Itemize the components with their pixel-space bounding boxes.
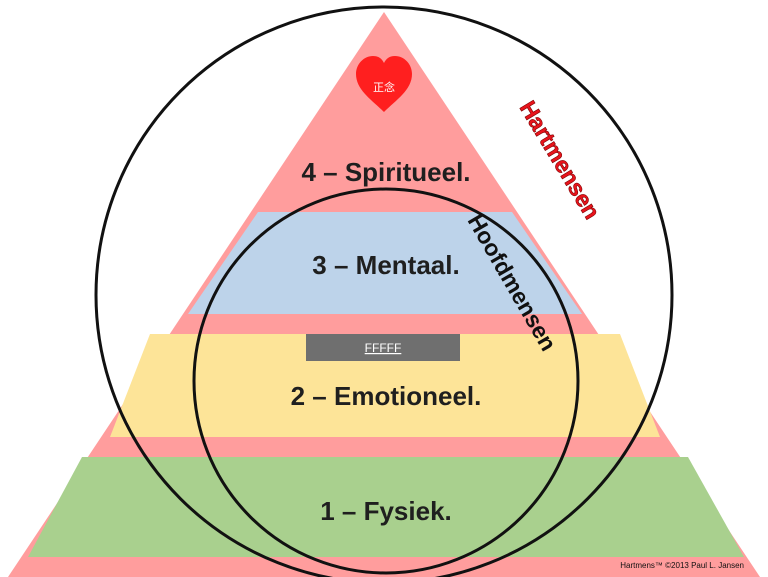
outer-circle-label: Hartmensen	[515, 96, 606, 223]
heart-icon	[356, 56, 412, 112]
level-band-fysiek	[28, 457, 744, 557]
badge-box	[306, 334, 460, 361]
heart-text: 正念	[373, 80, 395, 94]
inner-circle	[192, 187, 580, 575]
badge-text: FFFFF	[365, 341, 402, 355]
level-band-emotioneel	[110, 334, 660, 437]
level-label-emotioneel: 2 – Emotioneel.	[291, 381, 482, 411]
level-label-spiritueel: 4 – Spiritueel.	[301, 157, 470, 187]
copyright-text: Hartmens™ ©2013 Paul L. Jansen	[620, 561, 744, 570]
outer-circle	[94, 5, 674, 577]
level-label-fysiek: 1 – Fysiek.	[320, 496, 452, 526]
level-band-mentaal	[188, 212, 582, 314]
level-label-mentaal: 3 – Mentaal.	[312, 250, 459, 280]
